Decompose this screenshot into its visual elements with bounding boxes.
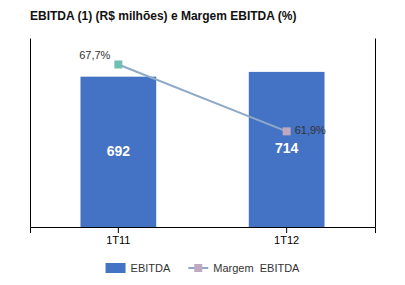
x-tick-mark — [118, 227, 119, 233]
x-tick-mark — [286, 227, 287, 233]
x-tick-label: 1T11 — [106, 234, 130, 246]
x-tick-label: 1T12 — [274, 234, 299, 246]
y2-axis — [375, 39, 376, 228]
legend-label: Margem EBITDA — [213, 262, 300, 274]
data-label: 67,7% — [79, 49, 110, 61]
bar — [249, 72, 325, 227]
bar — [80, 77, 156, 227]
title: EBITDA (1) (R$ milhões) e Margem EBITDA … — [30, 9, 296, 23]
x-axis: 1T11 1T12 — [31, 227, 376, 246]
legend-label: EBITDA — [131, 262, 171, 274]
data-label: 714 — [275, 140, 299, 156]
data-label: 61,9% — [295, 124, 326, 136]
marker — [114, 61, 122, 69]
x-axis-line — [31, 228, 376, 234]
y2-axis-line — [375, 39, 376, 228]
x-tick: 1T11 — [106, 227, 130, 246]
legend-swatch — [106, 263, 126, 273]
marker — [283, 127, 291, 135]
legend-item: EBITDA — [106, 262, 171, 274]
chart: EBITDA (1) (R$ milhões) e Margem EBITDA … — [0, 0, 405, 285]
x-tick: 1T12 — [274, 227, 299, 246]
marks — [80, 61, 324, 227]
legend-marker — [194, 264, 202, 272]
plot: 692 714 67,7% 61,9% 1T11 1T12 — [31, 39, 376, 246]
legend-item: Margem EBITDA — [188, 262, 300, 274]
legend: EBITDA Margem EBITDA — [106, 262, 301, 274]
data-labels: 692 714 67,7% 61,9% — [79, 49, 326, 159]
line — [118, 65, 286, 132]
y-axis — [30, 39, 31, 228]
y-axis-line — [30, 39, 31, 228]
data-label: 692 — [107, 143, 131, 159]
